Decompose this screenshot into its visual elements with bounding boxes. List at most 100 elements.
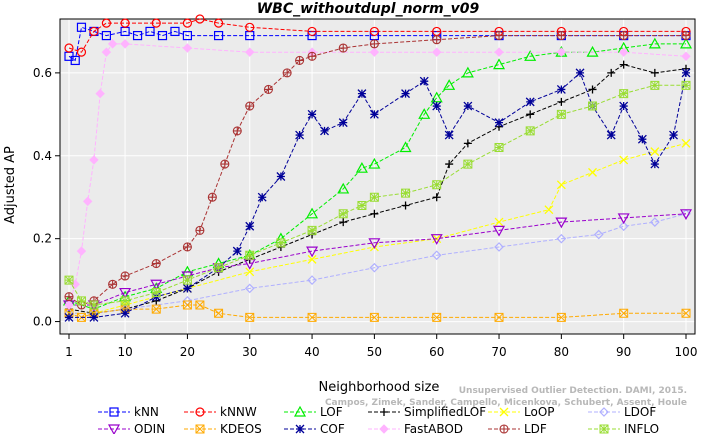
data-point-ldf [195,225,205,235]
data-point-cof [182,283,192,293]
data-point-fastabod [618,47,629,57]
data-point-inflo [588,101,598,111]
data-point-ldf [263,84,273,94]
data-point-cof [232,246,242,256]
data-point-knnw [307,26,317,37]
data-point-loop [494,217,504,227]
data-point-ldf [295,55,305,65]
legend-item-cof: COF [284,422,345,434]
legend-label-loop: LoOP [524,405,555,419]
data-point-inflo [432,180,442,190]
data-point-cof [463,101,473,111]
data-point-inflo [650,80,660,90]
data-point-knn [213,30,224,41]
data-point-inflo [245,250,255,260]
data-point-inflo [120,296,130,306]
data-point-odin [555,217,568,229]
data-point-knnw [101,18,111,28]
data-point-ldf [120,271,130,281]
data-point-knn [101,30,111,41]
series-inflo [64,80,691,310]
legend-item-odin: ODIN [98,422,165,434]
legend-label-cof: COF [320,422,345,434]
data-point-fastabod [369,47,380,57]
data-point-loop [681,138,691,148]
data-point-loop [245,267,255,277]
data-point-odin [368,238,381,250]
data-point-kdeos [494,312,504,322]
data-point-inflo [525,126,535,136]
data-point-fastabod [89,155,99,165]
legend-item-ldf: LDF [488,422,547,434]
legend-marker-inflo [599,424,609,434]
data-point-cof [494,118,504,128]
data-point-inflo [151,288,161,298]
data-point-fastabod [76,246,87,256]
x-tick-label: 50 [367,345,382,359]
data-point-kdeos [432,312,442,322]
legend-marker-knn [109,407,119,417]
series-line-fastabod [68,43,687,306]
data-point-inflo [369,192,379,202]
data-point-inflo [76,296,86,306]
legend-marker-lof [293,405,307,417]
data-point-simplifiedlof [526,110,535,119]
data-point-loop [544,205,554,215]
legend-label-odin: ODIN [134,422,165,434]
data-point-ldf [338,43,348,53]
legend-item-loop: LoOP [488,405,555,419]
data-point-lof [493,58,506,70]
data-point-inflo [276,238,286,248]
data-point-ldf [556,31,566,41]
data-point-cof [357,89,367,99]
x-tick-label: 80 [554,345,569,359]
data-point-knnw [195,14,205,24]
data-point-cof [575,68,585,78]
x-tick-label: 20 [180,345,195,359]
data-point-ldf [619,31,629,41]
watermark-line: Unsupervised Outlier Detection. DAMI, 20… [459,386,687,396]
legend-label-knn: kNN [134,405,159,419]
legend-item-knn: kNN [98,405,159,419]
series-fastabod [64,39,691,310]
data-point-ldof [593,229,604,240]
data-point-cof [525,97,535,107]
data-point-cof [64,312,74,322]
legend-label-inflo: INFLO [624,422,659,434]
legend-marker-ldof [599,407,609,417]
data-point-lof [443,79,456,90]
series-line-kdeos [68,304,686,318]
data-point-knnw [182,18,193,28]
data-point-cof [338,118,348,128]
data-point-kdeos [307,312,317,322]
y-axis-label: Adjusted AP [3,146,18,224]
data-point-simplifiedlof [650,68,659,77]
data-point-knnw [213,18,224,28]
data-point-ldof [431,250,442,261]
data-point-fastabod [64,300,74,310]
data-point-kdeos [195,300,205,310]
data-point-lof [368,157,381,169]
data-point-lof [586,45,599,57]
data-point-cof [432,101,442,111]
data-point-inflo [214,263,224,273]
legend-label-fastabod: FastABOD [404,422,463,434]
data-point-inflo [463,159,473,169]
data-point-simplifiedlof [588,85,597,94]
plot-border [59,18,696,335]
data-point-cof [681,68,691,78]
legend-marker-loop [499,407,509,417]
data-point-simplifiedlof [619,60,628,69]
data-point-knn [76,22,87,32]
legend-label-simplifiedlof: SimplifiedLOF [404,405,486,419]
data-point-knn [145,26,155,37]
data-point-fastabod [494,47,504,57]
legend-item-ldof: LDOF [588,405,656,419]
data-point-knn [170,26,180,37]
x-tick-label: 100 [675,345,698,359]
data-point-inflo [182,275,192,285]
data-point-fastabod [431,47,442,57]
data-point-ldf [369,39,379,49]
watermark-line: Campos, Zimek, Sander, Campello, Micenko… [325,398,687,408]
